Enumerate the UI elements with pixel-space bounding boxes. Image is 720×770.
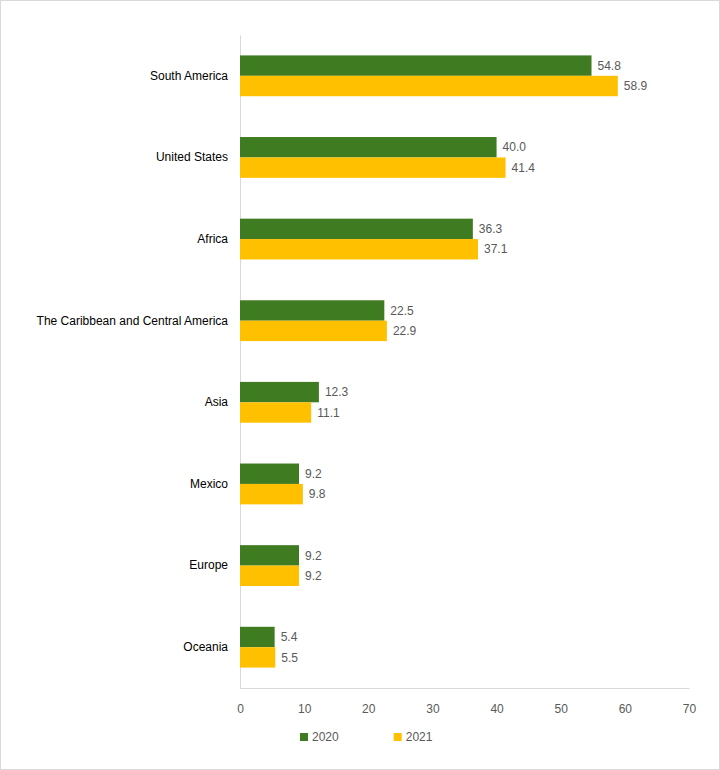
- data-label: 40.0: [503, 140, 527, 154]
- y-tick-label: United States: [156, 150, 228, 164]
- data-label: 9.8: [309, 487, 326, 501]
- bar: [240, 157, 506, 177]
- series-bars: [240, 55, 592, 647]
- bar: [240, 545, 299, 565]
- bar: [240, 300, 384, 320]
- x-tick-label: 10: [298, 702, 312, 716]
- x-tick-label: 40: [490, 702, 504, 716]
- legend-swatch: [300, 733, 308, 741]
- y-tick: Africa: [197, 232, 240, 246]
- chart-frame: [1, 1, 720, 770]
- data-label: 22.9: [393, 324, 417, 338]
- y-axis-line: [240, 36, 241, 689]
- y-tick-label: Asia: [205, 395, 229, 409]
- data-labels: 54.8 40.0 36.3 22.5 12.3 9.2 9.2 5.4 58.9 41.4 37.…: [281, 59, 648, 665]
- legend: 2020 2021: [300, 730, 433, 744]
- bar: [240, 627, 275, 647]
- legend-label: 2020: [312, 730, 339, 744]
- bar: [240, 484, 303, 504]
- data-label: 12.3: [325, 385, 349, 399]
- x-tick-label: 30: [426, 702, 440, 716]
- y-tick: Asia: [205, 395, 240, 409]
- x-tick-label: 70: [683, 702, 697, 716]
- y-tick: Europe: [189, 558, 240, 572]
- y-tick: Oceania: [183, 640, 240, 654]
- y-tick-label: Oceania: [183, 640, 228, 654]
- legend-item: 2020: [300, 730, 339, 744]
- bar: [240, 137, 497, 157]
- bar: [240, 402, 311, 422]
- bar: [240, 321, 387, 341]
- bar: [240, 647, 275, 667]
- bars: [240, 55, 618, 667]
- x-tick: 0: [237, 688, 244, 716]
- series-bars: [240, 76, 618, 668]
- x-tick: 40: [490, 688, 504, 716]
- y-axis: South America United States Africa The Cari…: [37, 36, 241, 689]
- x-tick-label: 20: [362, 702, 376, 716]
- x-tick: 70: [683, 688, 697, 716]
- data-label: 37.1: [484, 242, 508, 256]
- data-label: 11.1: [317, 406, 340, 420]
- y-tick: Mexico: [190, 477, 240, 491]
- bar: [240, 219, 473, 239]
- y-tick-label: Africa: [197, 232, 228, 246]
- data-label: 5.4: [281, 630, 298, 644]
- data-label: 41.4: [512, 161, 536, 175]
- bar: [240, 382, 319, 402]
- y-tick: South America: [150, 69, 240, 83]
- bar: [240, 464, 299, 484]
- y-tick-label: Europe: [189, 558, 228, 572]
- x-tick: 30: [426, 688, 440, 716]
- y-tick-label: Mexico: [190, 477, 228, 491]
- x-tick: 50: [555, 688, 569, 716]
- y-tick-label: The Caribbean and Central America: [37, 314, 229, 328]
- x-tick-label: 60: [619, 702, 633, 716]
- x-axis: 0 10 20 30 40 50 60 70: [237, 688, 696, 716]
- x-tick-label: 0: [237, 702, 244, 716]
- data-label: 5.5: [281, 651, 298, 665]
- y-tick: United States: [156, 150, 240, 164]
- bar: [240, 239, 478, 259]
- legend-label: 2021: [406, 730, 433, 744]
- bar: [240, 76, 618, 96]
- y-tick: The Caribbean and Central America: [37, 314, 240, 328]
- x-axis-line: [241, 688, 690, 689]
- x-tick: 10: [298, 688, 312, 716]
- data-label: 54.8: [598, 59, 622, 73]
- data-label: 58.9: [624, 79, 648, 93]
- legend-swatch: [394, 733, 402, 741]
- x-tick: 60: [619, 688, 633, 716]
- legend-item: 2021: [394, 730, 433, 744]
- chart: 0 10 20 30 40 50 60 70 South America United State…: [0, 0, 720, 770]
- bar: [240, 55, 592, 75]
- bar: [240, 566, 299, 586]
- y-tick-label: South America: [150, 69, 228, 83]
- data-label: 22.5: [390, 304, 414, 318]
- data-label: 36.3: [479, 222, 503, 236]
- data-label: 9.2: [305, 569, 322, 583]
- x-tick: 20: [362, 688, 376, 716]
- x-tick-label: 50: [555, 702, 569, 716]
- data-label: 9.2: [305, 467, 322, 481]
- data-label: 9.2: [305, 549, 322, 563]
